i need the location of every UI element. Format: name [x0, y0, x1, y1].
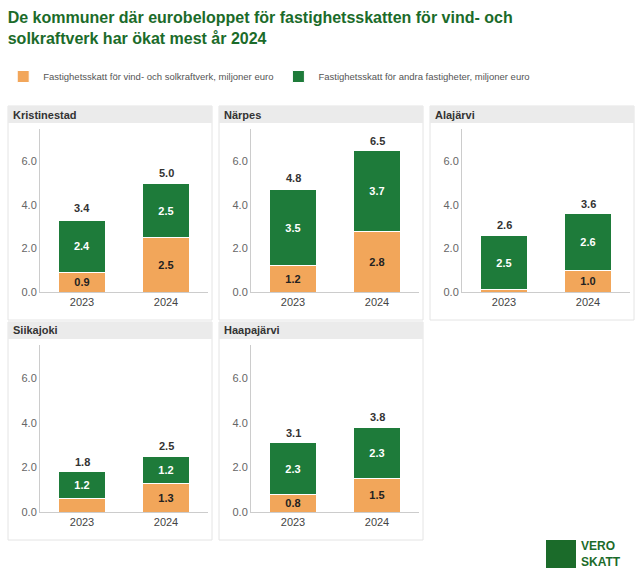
svg-text:6.0: 6.0 [233, 372, 248, 384]
svg-text:2.0: 2.0 [22, 242, 37, 254]
svg-text:4.0: 4.0 [22, 417, 37, 429]
svg-text:2.5: 2.5 [158, 205, 173, 217]
svg-text:6.0: 6.0 [22, 372, 37, 384]
svg-text:0.8: 0.8 [285, 497, 300, 509]
svg-text:2.3: 2.3 [285, 463, 300, 475]
svg-text:2.0: 2.0 [233, 461, 248, 473]
svg-text:2023: 2023 [281, 516, 305, 528]
svg-text:3.6: 3.6 [581, 198, 596, 210]
svg-text:2.4: 2.4 [74, 240, 90, 252]
svg-text:4.8: 4.8 [286, 172, 301, 184]
svg-text:4.0: 4.0 [233, 417, 248, 429]
svg-text:6.0: 6.0 [233, 155, 248, 167]
svg-text:2023: 2023 [492, 296, 516, 308]
svg-text:3.7: 3.7 [369, 185, 384, 197]
svg-text:Kristinestad: Kristinestad [13, 109, 77, 121]
svg-text:4.0: 4.0 [444, 199, 459, 211]
svg-text:4.0: 4.0 [233, 199, 248, 211]
svg-text:2023: 2023 [70, 516, 94, 528]
svg-text:Siikajoki: Siikajoki [13, 324, 58, 336]
svg-text:0.9: 0.9 [74, 276, 89, 288]
svg-text:3.1: 3.1 [286, 427, 301, 439]
svg-text:2024: 2024 [576, 296, 600, 308]
svg-text:5.0: 5.0 [159, 167, 174, 179]
svg-text:2024: 2024 [154, 516, 178, 528]
svg-text:1.3: 1.3 [158, 492, 173, 504]
svg-text:Närpes: Närpes [224, 109, 261, 121]
svg-text:1.0: 1.0 [580, 275, 595, 287]
svg-text:2.3: 2.3 [369, 447, 384, 459]
svg-text:1.2: 1.2 [74, 479, 89, 491]
svg-text:2.6: 2.6 [497, 219, 512, 231]
svg-text:2024: 2024 [365, 296, 389, 308]
svg-text:2.5: 2.5 [158, 259, 173, 271]
svg-text:VEROSKATT: VEROSKATT [581, 539, 621, 569]
svg-text:De kommuner där eurobeloppet f: De kommuner där eurobeloppet för fastigh… [8, 9, 513, 47]
svg-text:2.5: 2.5 [496, 257, 511, 269]
svg-text:2.0: 2.0 [22, 461, 37, 473]
svg-text:2023: 2023 [70, 296, 94, 308]
svg-text:6.5: 6.5 [370, 135, 385, 147]
svg-text:3.4: 3.4 [74, 202, 90, 214]
svg-text:0.0: 0.0 [233, 286, 248, 298]
svg-text:Fastighetsskatt för vind- och: Fastighetsskatt för vind- och solkraftve… [43, 71, 273, 82]
svg-text:2023: 2023 [281, 296, 305, 308]
svg-text:1.5: 1.5 [369, 489, 384, 501]
svg-text:3.5: 3.5 [285, 222, 300, 234]
svg-text:1.8: 1.8 [75, 456, 90, 468]
svg-text:6.0: 6.0 [444, 155, 459, 167]
svg-text:2.8: 2.8 [369, 256, 384, 268]
svg-text:6.0: 6.0 [22, 155, 37, 167]
svg-text:0.0: 0.0 [233, 506, 248, 518]
svg-text:4.0: 4.0 [22, 199, 37, 211]
svg-text:2024: 2024 [365, 516, 389, 528]
svg-text:Fastighetsskatt för andra fast: Fastighetsskatt för andra fastigheter, m… [318, 71, 529, 82]
svg-text:1.2: 1.2 [158, 464, 173, 476]
svg-text:3.8: 3.8 [370, 411, 385, 423]
svg-text:2.6: 2.6 [580, 236, 595, 248]
svg-text:2024: 2024 [154, 296, 178, 308]
svg-text:0.0: 0.0 [22, 506, 37, 518]
svg-text:1.2: 1.2 [285, 273, 300, 285]
svg-text:0.0: 0.0 [22, 286, 37, 298]
svg-text:2.0: 2.0 [233, 242, 248, 254]
svg-text:2.5: 2.5 [159, 440, 174, 452]
svg-text:Haapajärvi: Haapajärvi [224, 324, 280, 336]
svg-text:0.0: 0.0 [444, 286, 459, 298]
svg-text:Alajärvi: Alajärvi [435, 109, 475, 121]
svg-text:2.0: 2.0 [444, 242, 459, 254]
